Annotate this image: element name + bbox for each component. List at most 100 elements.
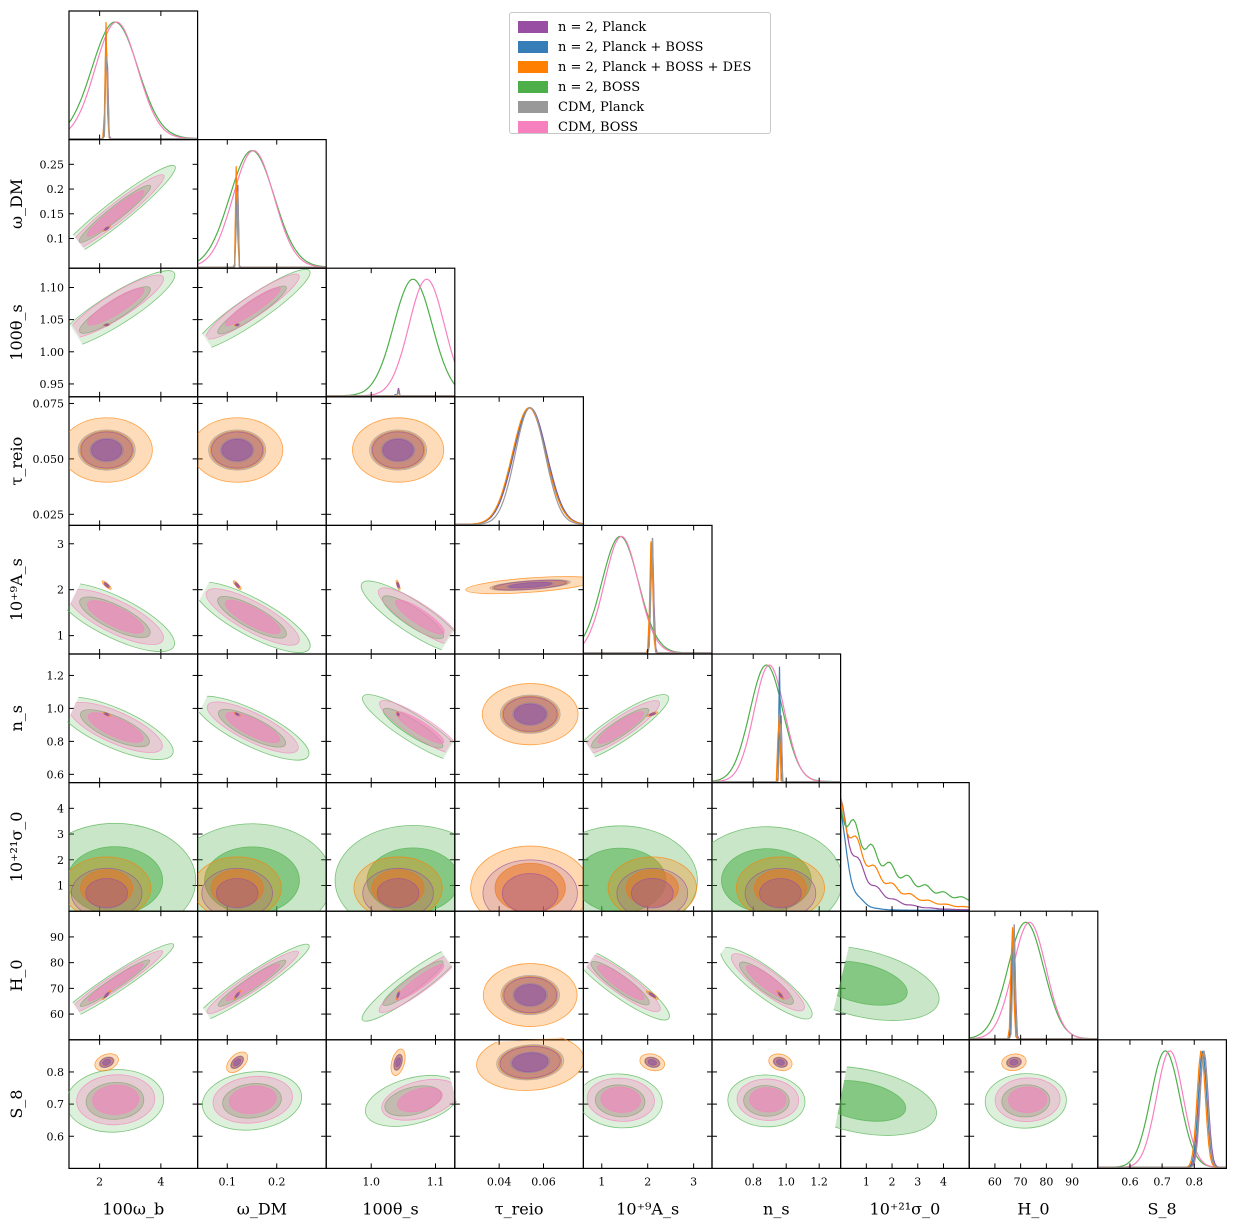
panel-H0-H0 xyxy=(968,910,1099,1041)
contour-cdm-boss-68 xyxy=(87,600,145,634)
contour-planck-68 xyxy=(396,712,400,716)
y-tick-label: 0.050 xyxy=(33,453,65,466)
panels-layer xyxy=(54,10,1228,1170)
contour-cdm-boss-68 xyxy=(1008,1086,1048,1114)
posterior-line-planck-boss xyxy=(69,30,198,140)
x-tick-label: 0.2 xyxy=(268,1175,286,1188)
legend-entry: CDM, BOSS xyxy=(518,117,762,137)
contour-planck-95 xyxy=(201,867,273,912)
posterior-line-sigma0 xyxy=(840,807,970,911)
contour-cdm-boss-68 xyxy=(745,965,790,1000)
panel-frame xyxy=(68,10,199,141)
y-tick-label: 0.7 xyxy=(47,1098,65,1111)
y-tick-label: 1.2 xyxy=(47,669,65,682)
y-tick-label: 1.10 xyxy=(40,281,65,294)
panel-As-As xyxy=(582,524,713,655)
y-axis-label-As: 10⁺⁹A_s xyxy=(7,558,26,621)
contour-planck-68 xyxy=(221,438,253,462)
posterior-line-planck-boss-des xyxy=(197,166,327,268)
x-tick-label: 1.2 xyxy=(810,1175,828,1188)
posterior-line-sigma0 xyxy=(840,796,970,908)
contour-planck-68 xyxy=(376,878,420,909)
contour-planck-68 xyxy=(759,878,802,909)
contour-planck-68 xyxy=(511,1052,549,1073)
legend-swatch xyxy=(518,41,548,53)
legend-entry: n = 2, Planck + BOSS + DES xyxy=(518,57,762,77)
contour-planck-95 xyxy=(482,859,578,912)
x-tick-label: 3 xyxy=(914,1175,921,1188)
posterior-line-planck-boss-des xyxy=(583,541,712,654)
contour-planck-68 xyxy=(649,993,655,997)
posterior-line-planck xyxy=(583,537,712,654)
posterior-line-cdm-boss xyxy=(583,535,712,654)
posterior-line-boss xyxy=(69,21,198,139)
x-tick-label: 0.06 xyxy=(531,1175,556,1188)
contour-planck-68 xyxy=(778,993,783,997)
posterior-line-cdm-planck xyxy=(454,407,584,525)
contour-cdm-boss-68 xyxy=(224,286,281,327)
x-tick-label: 60 xyxy=(988,1175,1002,1188)
legend-swatch xyxy=(518,61,548,73)
panel-frame xyxy=(968,910,1099,1041)
panel-omega_dm-omega_dm xyxy=(197,139,327,269)
y-axis-label-S8: S_8 xyxy=(7,1090,26,1119)
contour-planck-68 xyxy=(396,993,400,998)
posterior-line-cdm-planck xyxy=(69,56,198,140)
contour-planck-boss-des-68 xyxy=(494,862,566,912)
contour-planck-68 xyxy=(104,712,109,716)
panel-S8-S8 xyxy=(1097,1039,1228,1170)
x-tick-label: 0.8 xyxy=(1186,1175,1204,1188)
x-axis-label-sigma0: 10⁺²¹σ_0 xyxy=(870,1199,941,1218)
x-axis-label-ns: n_s xyxy=(763,1199,790,1218)
y-axis-label-theta_s: 100θ_s xyxy=(7,304,26,360)
contour-planck-68 xyxy=(104,583,109,587)
contour-planck-68 xyxy=(104,227,109,231)
y-tick-label: 3 xyxy=(57,828,64,841)
legend-swatch xyxy=(518,121,548,133)
posterior-line-cdm-planck xyxy=(326,390,455,397)
panel-frame xyxy=(711,653,842,784)
y-tick-label: 2 xyxy=(57,854,64,867)
contour-planck-68 xyxy=(104,993,109,998)
x-tick-label: 80 xyxy=(1039,1175,1053,1188)
contour-planck-boss-des-68 xyxy=(625,869,679,907)
contour-planck-68 xyxy=(102,1059,111,1066)
posterior-line-boss xyxy=(712,664,841,783)
y-tick-label: 1 xyxy=(57,630,64,643)
contour-planck-68 xyxy=(382,438,414,462)
x-axis-label-theta_s: 100θ_s xyxy=(362,1199,418,1218)
x-tick-label: 1.0 xyxy=(777,1175,795,1188)
x-tick-label: 1.1 xyxy=(427,1175,445,1188)
x-tick-label: 0.04 xyxy=(487,1175,512,1188)
posterior-line-cdm-planck xyxy=(583,538,712,654)
y-tick-label: 3 xyxy=(57,538,64,551)
x-tick-label: 2 xyxy=(644,1175,651,1188)
posterior-line-planck xyxy=(969,924,1098,1040)
y-tick-label: 0.025 xyxy=(33,508,65,521)
y-tick-label: 0.2 xyxy=(47,183,65,196)
posterior-line-planck-boss-des xyxy=(969,927,1098,1040)
x-tick-label: 0.6 xyxy=(1121,1175,1139,1188)
contour-planck-68 xyxy=(235,323,239,327)
legend-label: n = 2, BOSS xyxy=(558,79,641,95)
contour-planck-68 xyxy=(85,878,128,909)
contour-cdm-boss-68 xyxy=(87,712,144,743)
panel-ns-ns xyxy=(711,653,842,784)
contour-cdm-boss-68 xyxy=(86,287,145,326)
panel-omega_b-omega_b xyxy=(68,10,199,141)
contour-cdm-boss-68 xyxy=(225,711,281,743)
contour-planck-95 xyxy=(70,867,143,912)
posterior-line-boss xyxy=(197,149,327,268)
contour-planck-68 xyxy=(501,873,559,912)
contour-planck-68 xyxy=(105,323,109,327)
panel-tau_reio-tau_reio xyxy=(454,396,584,526)
contour-cdm-boss-68 xyxy=(92,1084,140,1115)
contour-planck-68 xyxy=(91,438,123,462)
x-tick-label: 4 xyxy=(157,1175,164,1188)
y-tick-label: 0.95 xyxy=(40,378,65,391)
x-tick-label: 0.1 xyxy=(219,1175,237,1188)
legend-swatch xyxy=(518,81,548,93)
contour-planck-68 xyxy=(647,1059,657,1066)
y-tick-label: 90 xyxy=(50,931,64,944)
y-tick-label: 80 xyxy=(50,957,64,970)
